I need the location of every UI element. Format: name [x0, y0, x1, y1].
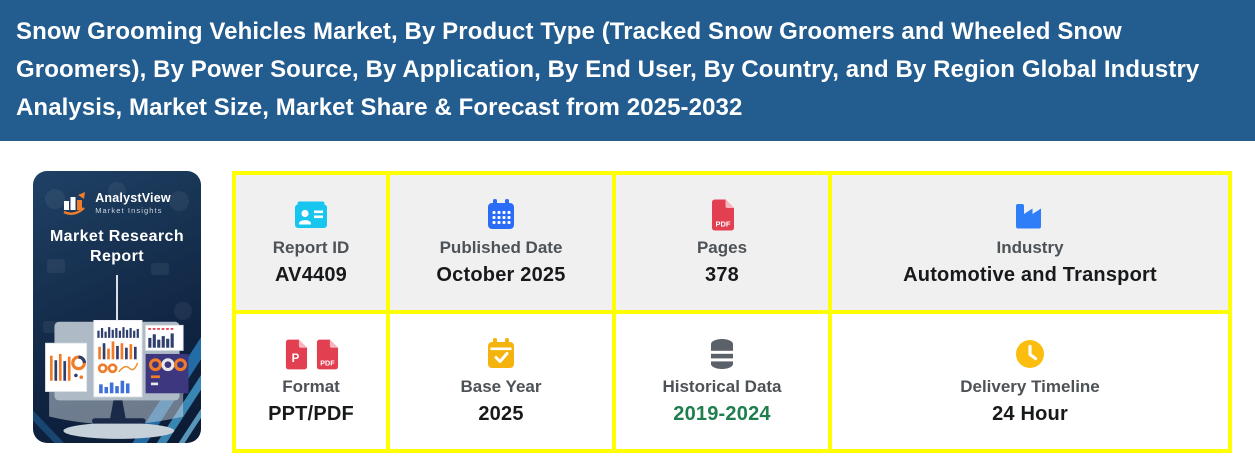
report-info-grid: Report ID AV4409 Published Date October … [232, 171, 1232, 453]
pointer-line [116, 275, 118, 320]
ppt-pdf-files-icon: P PDF [284, 337, 339, 371]
clock-icon [1015, 337, 1045, 371]
card-label: Base Year [460, 377, 542, 396]
card-label: Industry [996, 238, 1064, 257]
card-value: 2019-2024 [673, 403, 771, 425]
report-summary-section: AnalystView Market Insights Market Resea… [0, 141, 1255, 453]
svg-text:PDF: PDF [320, 358, 335, 367]
brand-logo: AnalystView Market Insights [63, 191, 171, 215]
card-value: October 2025 [436, 264, 566, 286]
card-value: Automotive and Transport [903, 264, 1157, 286]
card-label: Format [282, 377, 340, 396]
info-card-report-id: Report ID AV4409 [236, 175, 386, 310]
card-value: 24 Hour [992, 403, 1068, 425]
page-title: Snow Grooming Vehicles Market, By Produc… [16, 18, 1200, 121]
svg-text:PDF: PDF [715, 220, 730, 229]
info-card-base-year: Base Year 2025 [390, 314, 612, 449]
info-card-historical-data: Historical Data 2019-2024 [616, 314, 828, 449]
card-label: Delivery Timeline [960, 377, 1100, 396]
info-card-format: P PDF Format PPT/PDF [236, 314, 386, 449]
calendar-icon [486, 198, 516, 232]
card-label: Historical Data [662, 377, 782, 396]
factory-icon [1014, 198, 1046, 232]
report-cover-thumbnail: AnalystView Market Insights Market Resea… [33, 171, 201, 443]
card-label: Published Date [439, 238, 563, 257]
thumbnail-title: Market Research Report [49, 228, 185, 265]
svg-text:P: P [291, 353, 299, 365]
analystview-logo-icon [63, 192, 86, 215]
pdf-file-icon: PDF [316, 339, 338, 369]
brand-tagline: Market Insights [95, 206, 163, 215]
card-label: Pages [696, 238, 748, 257]
info-card-delivery-timeline: Delivery Timeline 24 Hour [832, 314, 1228, 449]
card-value: 2025 [478, 403, 524, 425]
info-card-published-date: Published Date October 2025 [390, 175, 612, 310]
monitor-charts-illustration [45, 319, 189, 439]
card-value: 378 [705, 264, 739, 286]
card-value: PPT/PDF [268, 403, 354, 425]
ppt-file-icon: P [285, 339, 307, 369]
id-card-icon [294, 198, 328, 232]
calendar-check-icon [486, 337, 516, 371]
database-icon [708, 337, 736, 371]
info-card-pages: PDF Pages 378 [616, 175, 828, 310]
card-value: AV4409 [275, 264, 347, 286]
pdf-file-icon: PDF [710, 198, 735, 232]
info-card-industry: Industry Automotive and Transport [832, 175, 1228, 310]
card-label: Report ID [272, 238, 350, 257]
brand-name: AnalystView [95, 191, 171, 205]
report-title-banner: Snow Grooming Vehicles Market, By Produc… [0, 0, 1255, 141]
